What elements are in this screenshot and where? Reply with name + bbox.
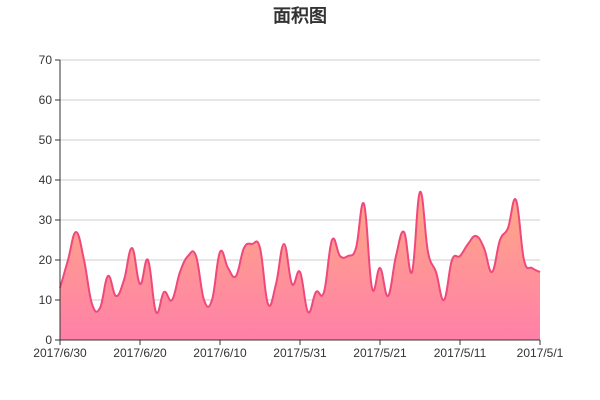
data-point [395,255,398,258]
data-point [307,311,310,314]
data-point [179,271,182,274]
data-point [131,247,134,250]
data-point [539,271,542,274]
data-point [451,259,454,262]
data-point [315,291,318,294]
data-point [243,247,246,250]
data-point [331,239,334,242]
data-point [291,283,294,286]
data-point [75,231,78,234]
y-tick-label: 30 [39,213,53,227]
area-fill [60,191,540,340]
data-point [443,299,446,302]
data-point [515,199,518,202]
data-point [227,267,230,270]
data-point [419,191,422,194]
x-tick-label: 2017/6/10 [193,346,247,360]
data-point [155,311,158,314]
data-point [235,275,238,278]
chart-title: 面积图 [273,6,327,27]
data-point [347,255,350,258]
y-tick-label: 10 [39,293,53,307]
data-point [251,243,254,246]
data-point [83,259,86,262]
data-point [99,307,102,310]
data-point [107,275,110,278]
data-point [379,267,382,270]
area-layer [59,190,542,340]
data-point [275,283,278,286]
x-tick-label: 2017/5/21 [353,346,407,360]
data-point [499,239,502,242]
data-point [283,243,286,246]
data-point [187,255,190,258]
x-tick-label: 2017/5/1 [517,346,564,360]
data-point [523,259,526,262]
x-tick-label: 2017/6/30 [33,346,87,360]
data-point [67,259,70,262]
axis-layer [55,59,541,345]
data-point [171,299,174,302]
data-point [163,291,166,294]
data-point [411,271,414,274]
data-point [427,251,430,254]
x-tick-label: 2017/5/31 [273,346,327,360]
data-point [459,255,462,258]
data-point [267,303,270,306]
data-point [123,279,126,282]
data-point [139,283,142,286]
data-point [467,243,470,246]
data-point [531,267,534,270]
data-point [475,235,478,238]
y-tick-label: 60 [39,93,53,107]
data-point [387,295,390,298]
y-tick-label: 40 [39,173,53,187]
data-point [259,247,262,250]
data-point [483,247,486,250]
tick-label-layer: 0 10 20 30 40 50 60 70 2017/6/30 2017/6/20 2017/6/… [33,53,563,360]
data-point [203,299,206,302]
data-point [323,291,326,294]
y-tick-label: 20 [39,253,53,267]
data-point [339,255,342,258]
data-point [299,271,302,274]
data-point [363,203,366,206]
data-point [371,287,374,290]
data-point [211,299,214,302]
y-tick-label: 50 [39,133,53,147]
y-tick-label: 0 [45,333,52,347]
data-point [219,251,222,254]
data-point [91,303,94,306]
data-point [435,271,438,274]
data-point [115,295,118,298]
y-tick-label: 70 [39,53,53,67]
data-point [507,227,510,230]
x-tick-label: 2017/5/11 [434,346,487,360]
data-point [491,271,494,274]
series-line [59,190,541,315]
data-point [147,259,150,262]
data-point [403,231,406,234]
data-point [195,255,198,258]
x-tick-label: 2017/6/20 [113,346,167,360]
data-point [355,247,358,250]
